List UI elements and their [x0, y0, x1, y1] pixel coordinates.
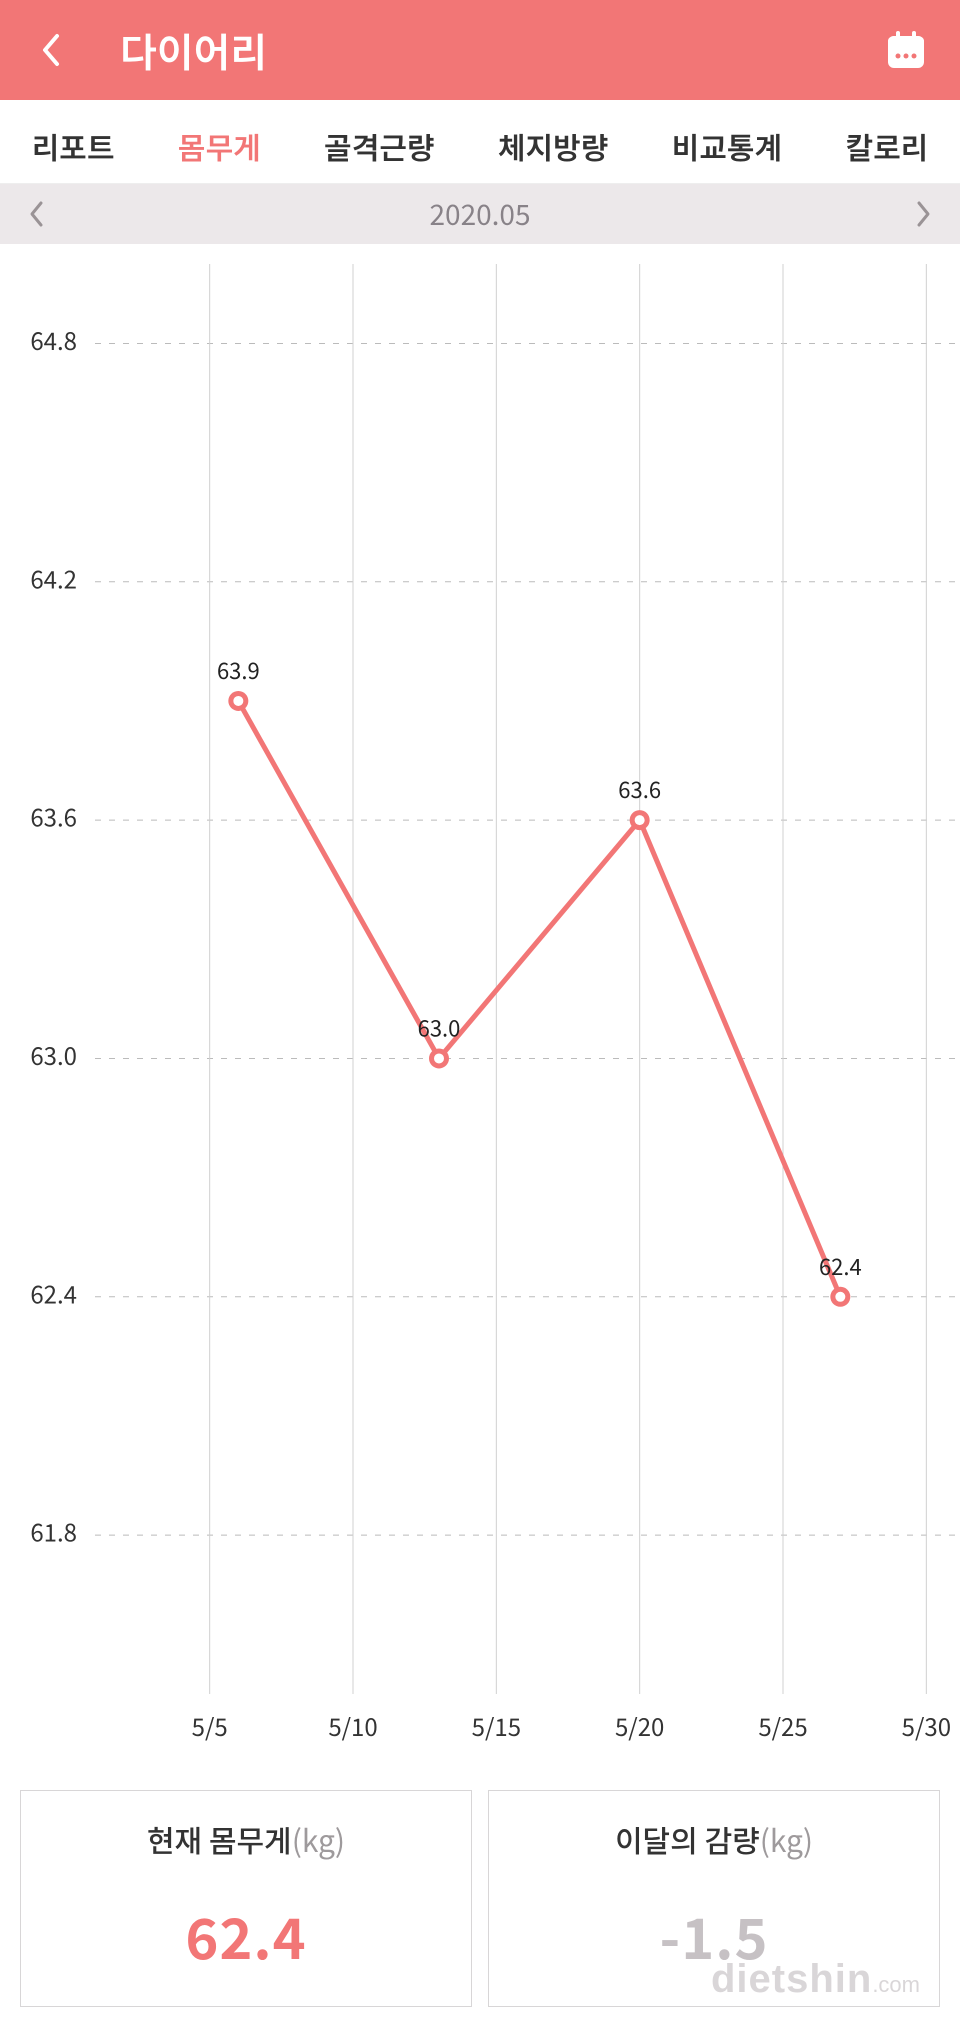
month-loss-unit: (kg) [760, 1817, 813, 1861]
calendar-icon [884, 28, 928, 72]
next-month-button[interactable] [894, 184, 954, 244]
current-weight-card: 현재 몸무게(kg) 62.4 [20, 1790, 472, 2007]
calendar-button[interactable] [882, 26, 930, 74]
current-weight-unit: (kg) [292, 1817, 345, 1861]
svg-text:63.0: 63.0 [30, 1037, 77, 1072]
back-button[interactable] [30, 30, 70, 70]
svg-text:63.9: 63.9 [217, 654, 260, 686]
svg-text:63.6: 63.6 [618, 773, 661, 805]
summary-cards: 현재 몸무게(kg) 62.4 이달의 감량(kg) -1.5 [0, 1770, 960, 2027]
svg-text:62.4: 62.4 [30, 1275, 77, 1310]
chevron-left-icon [39, 32, 61, 68]
current-weight-title-text: 현재 몸무게 [147, 1817, 292, 1861]
svg-text:5/5: 5/5 [192, 1708, 228, 1743]
tab-report[interactable]: 리포트 [24, 106, 123, 188]
chevron-left-icon [27, 199, 45, 229]
tab-calorie[interactable]: 칼로리 [837, 106, 936, 188]
tab-fat[interactable]: 체지방량 [490, 106, 616, 188]
svg-text:5/15: 5/15 [472, 1708, 521, 1743]
current-weight-title: 현재 몸무게(kg) [147, 1817, 345, 1861]
page-title: 다이어리 [120, 21, 882, 79]
app-header: 다이어리 [0, 0, 960, 100]
svg-text:64.2: 64.2 [30, 560, 77, 595]
tab-muscle[interactable]: 골격근량 [316, 106, 442, 188]
svg-text:5/20: 5/20 [615, 1708, 664, 1743]
weight-chart-svg: 64.8 64.2 63.6 63.0 62.4 61.8 5/5 5/10 5/15 5/20 5… [0, 244, 960, 1770]
prev-month-button[interactable] [6, 184, 66, 244]
weight-chart: 64.8 64.2 63.6 63.0 62.4 61.8 5/5 5/10 5/15 5/20 5… [0, 244, 960, 1770]
svg-text:61.8: 61.8 [30, 1514, 77, 1549]
svg-text:63.6: 63.6 [30, 799, 77, 834]
current-weight-value: 62.4 [185, 1895, 306, 1976]
month-loss-value: -1.5 [660, 1895, 769, 1976]
month-loss-title-text: 이달의 감량 [615, 1817, 760, 1861]
month-loss-card: 이달의 감량(kg) -1.5 [488, 1790, 940, 2007]
chevron-right-icon [915, 199, 933, 229]
tab-weight[interactable]: 몸무게 [170, 106, 269, 188]
svg-text:62.4: 62.4 [819, 1250, 862, 1282]
svg-text:63.0: 63.0 [418, 1011, 461, 1043]
svg-text:5/30: 5/30 [902, 1708, 951, 1743]
metric-tabs: 리포트 몸무게 골격근량 체지방량 비교통계 칼로리 [0, 100, 960, 184]
svg-text:5/10: 5/10 [328, 1708, 377, 1743]
svg-text:5/25: 5/25 [758, 1708, 807, 1743]
month-nav: 2020.05 [0, 184, 960, 244]
month-loss-title: 이달의 감량(kg) [615, 1817, 813, 1861]
svg-text:64.8: 64.8 [30, 322, 77, 357]
tab-compare[interactable]: 비교통계 [664, 106, 790, 188]
month-label: 2020.05 [429, 194, 530, 234]
